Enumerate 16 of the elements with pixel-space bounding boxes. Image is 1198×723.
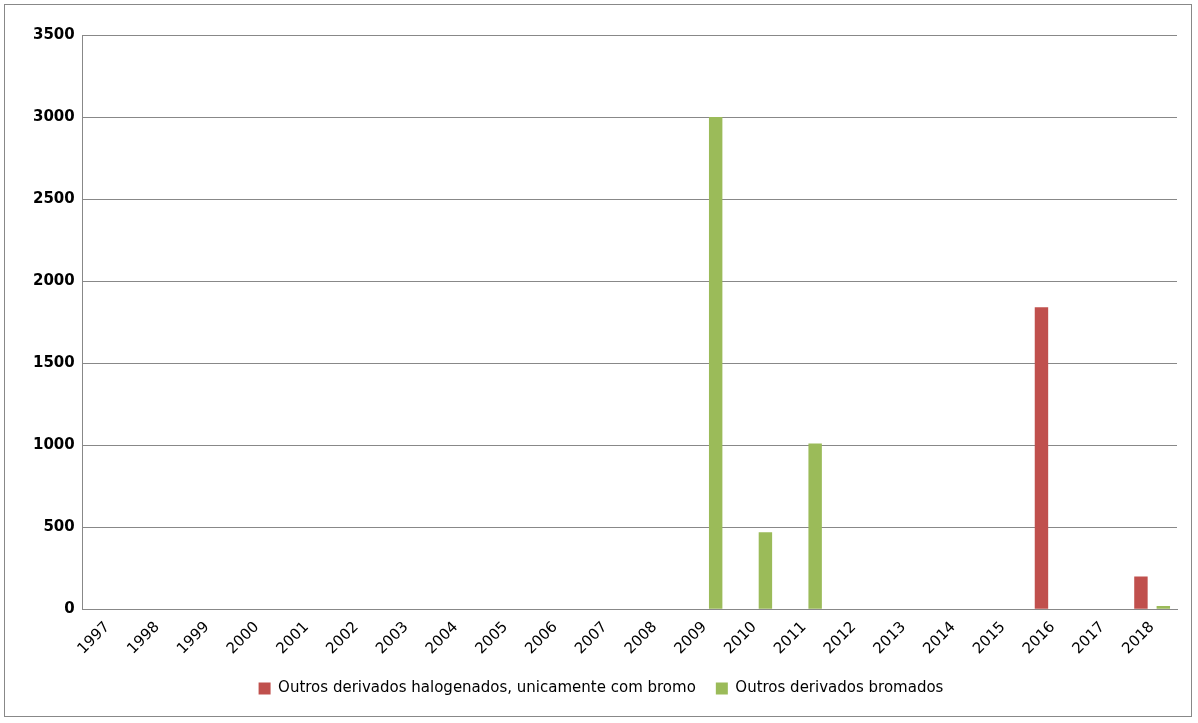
legend-label: Outros derivados bromados	[735, 678, 944, 697]
bar	[758, 532, 773, 609]
bar	[1156, 606, 1171, 609]
bar	[808, 443, 822, 609]
bar	[1034, 307, 1049, 609]
bar	[708, 117, 723, 609]
y-tick-label: 3000	[33, 106, 75, 125]
y-tick-label: 500	[43, 517, 75, 536]
y-tick-label: 2500	[33, 188, 75, 207]
y-tick-label: 2000	[33, 271, 75, 290]
bar	[1134, 576, 1148, 609]
y-tick-label: 1000	[33, 435, 75, 454]
legend-label: Outros derivados halogenados, unicamente com bromo	[278, 678, 696, 697]
y-tick-label: 3500	[33, 24, 75, 43]
y-tick-label: 1500	[33, 353, 75, 372]
y-tick-label: 0	[64, 599, 75, 618]
